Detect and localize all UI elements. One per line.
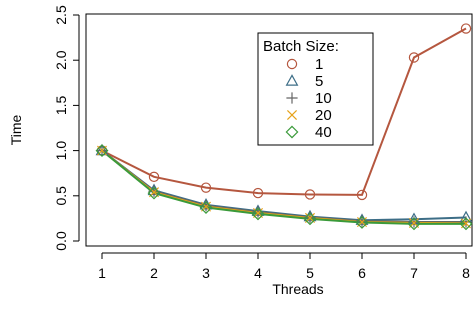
data-point: [355, 216, 369, 229]
legend-label: 20: [315, 107, 332, 124]
legend-symbol: [285, 74, 299, 86]
series-line: [101, 149, 466, 224]
data-point: [303, 212, 317, 226]
y-tick-label: 1.5: [53, 95, 69, 115]
plot-frame: [85, 13, 473, 247]
x-axis: 1 2 3 4 5 6 7 8: [98, 252, 470, 281]
y-tick-label: 1.0: [53, 141, 69, 161]
data-point: [407, 217, 421, 231]
data-point: [95, 144, 109, 158]
legend-symbol: [286, 58, 298, 70]
legend-box: [257, 32, 374, 146]
data-point: [251, 207, 265, 221]
y-tick-label: 0.0: [53, 231, 69, 251]
series-line: [101, 149, 466, 225]
legend-title: Batch Size:: [263, 38, 339, 55]
x-tick-label: 5: [306, 265, 314, 281]
legend-symbol: [286, 92, 298, 104]
legend-symbol: [285, 125, 299, 139]
data-point: [147, 186, 161, 200]
x-tick-label: 8: [462, 265, 470, 281]
series-line: [101, 149, 467, 222]
series-line: [101, 149, 467, 225]
series-lines: [101, 27, 467, 225]
y-tick-label: 2.0: [53, 50, 69, 70]
y-axis: 0.0 0.5 1.0 1.5 2.0 2.5: [53, 5, 80, 251]
legend-symbol: [286, 109, 298, 121]
x-axis-label: Threads: [272, 281, 323, 297]
x-tick-label: 2: [150, 265, 158, 281]
legend-label: 5: [315, 73, 323, 90]
x-tick-label: 7: [410, 265, 418, 281]
x-tick-label: 6: [358, 265, 366, 281]
data-point: [408, 52, 420, 63]
y-tick-label: 2.5: [53, 5, 69, 25]
y-tick-label: 0.5: [53, 186, 69, 206]
data-point: [459, 217, 473, 231]
data-point: [200, 182, 212, 193]
data-point: [199, 201, 213, 215]
data-point: [356, 189, 368, 201]
data-point: [460, 23, 472, 34]
data-point: [304, 189, 316, 200]
series-markers: [95, 23, 473, 231]
x-tick-label: 3: [202, 265, 210, 281]
y-axis-label: Time: [8, 114, 24, 145]
data-point: [252, 187, 264, 199]
x-tick-label: 4: [254, 265, 262, 281]
legend-label: 1: [315, 56, 323, 73]
data-point: [148, 171, 160, 183]
legend-label: 10: [315, 90, 332, 107]
legend-label: 40: [315, 124, 332, 141]
x-tick-label: 1: [98, 265, 106, 281]
series-line: [101, 27, 467, 196]
